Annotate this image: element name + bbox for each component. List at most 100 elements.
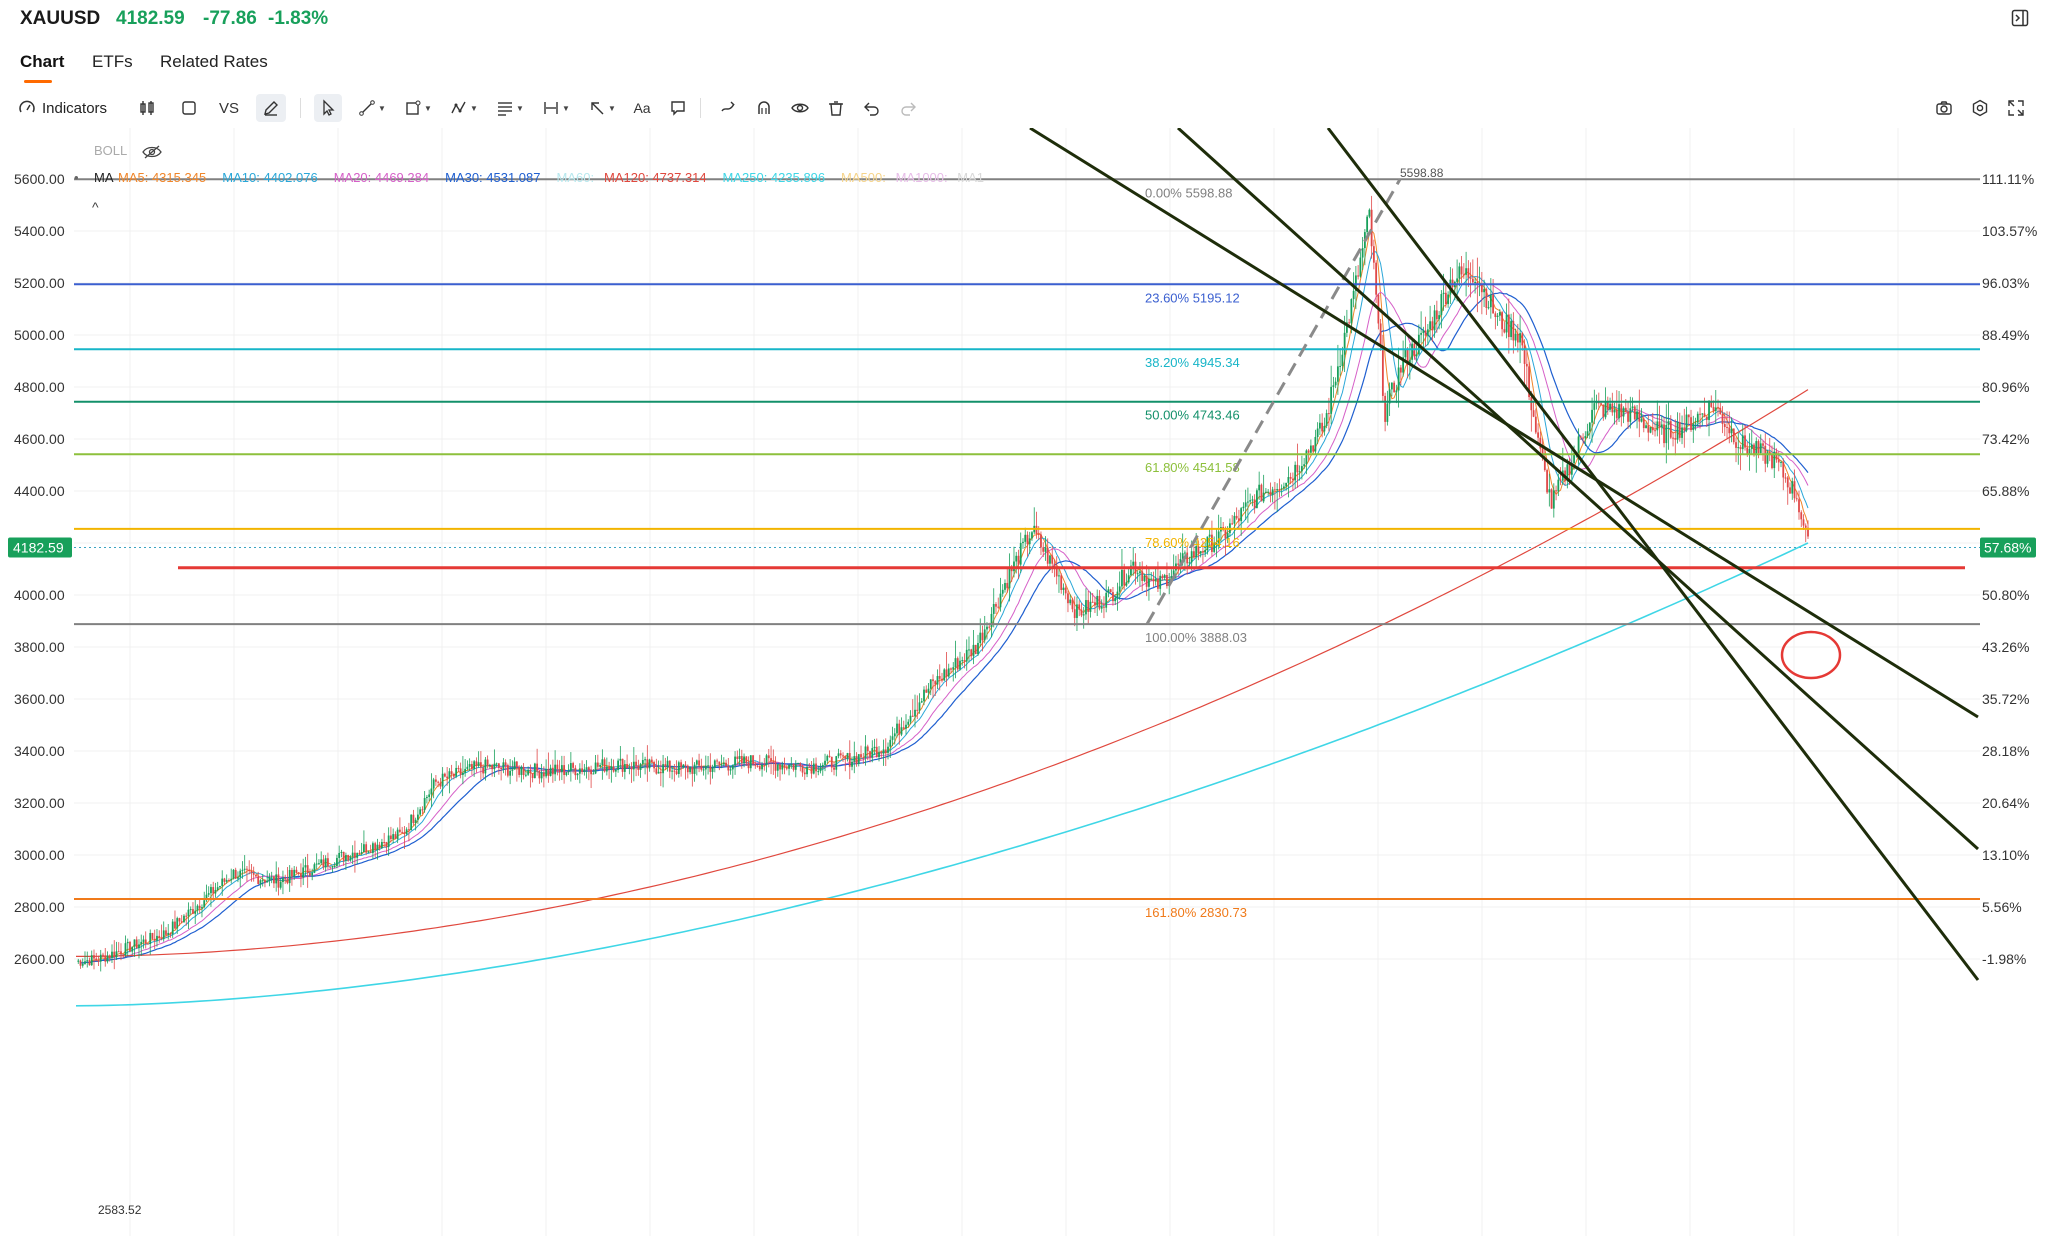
text-tool-icon[interactable]: Aa <box>633 100 651 116</box>
measure-tool-icon[interactable]: ▼ <box>544 102 570 114</box>
magnet-icon[interactable] <box>750 94 778 122</box>
candle-body <box>709 765 712 772</box>
camera-icon[interactable] <box>1930 94 1958 122</box>
candle-body <box>1746 447 1749 455</box>
current-price-tag <box>8 537 72 558</box>
collapse-panel-icon[interactable] <box>2010 8 2030 28</box>
candle-body <box>111 951 113 958</box>
candle-body <box>369 851 372 853</box>
comment-icon[interactable] <box>664 94 692 122</box>
tab-related-rates[interactable]: Related Rates <box>160 52 268 71</box>
price-chart[interactable]: 0.00% 5598.88 23.60% 5195.12 38.20% 4945.3… <box>0 128 2048 1236</box>
candle-body <box>405 829 408 835</box>
candle-body <box>311 872 314 876</box>
arrow-tool-icon[interactable]: ▼ <box>584 94 620 122</box>
compare-vs-button[interactable]: VS <box>218 99 239 117</box>
candle-body <box>1750 444 1753 449</box>
candle-body <box>1568 464 1571 475</box>
candle-body <box>1631 406 1634 409</box>
candle-body <box>1278 489 1281 491</box>
candle-body <box>203 900 206 908</box>
candle-body <box>1197 546 1200 554</box>
candle-body <box>1753 444 1755 456</box>
candle-body <box>1642 418 1645 429</box>
candle-body <box>531 773 534 779</box>
candle-body <box>1123 569 1126 586</box>
candle-body <box>693 764 696 774</box>
candle-body <box>446 776 449 779</box>
candle-body <box>1755 441 1758 456</box>
candle-body <box>756 765 759 767</box>
percent-axis-tick-label: 43.26% <box>1982 639 2029 655</box>
pattern-tool-icon[interactable]: ▼ <box>446 94 482 122</box>
indicators-button[interactable]: Indicators <box>18 94 118 122</box>
candle-body <box>345 855 347 861</box>
candle-body <box>601 759 604 765</box>
candle-body <box>1251 499 1254 501</box>
candle-body <box>1516 333 1519 343</box>
candle-body <box>284 878 287 880</box>
candle-body <box>1345 322 1348 333</box>
shape-tool-icon[interactable]: ▼ <box>400 94 436 122</box>
y-axis-tick-label: 4000.00 <box>14 587 65 603</box>
candle-body <box>846 753 849 759</box>
line-tool-icon[interactable]: ▼ <box>354 94 390 122</box>
candle-body <box>738 756 741 759</box>
candlestick-icon[interactable] <box>134 94 160 122</box>
percent-axis-tick-label: 5.56% <box>1982 899 2022 915</box>
candle-body <box>1395 390 1398 393</box>
candle-body <box>833 767 835 770</box>
candle-body <box>1487 307 1490 309</box>
candle-body <box>84 961 86 964</box>
candle-body <box>826 755 829 761</box>
y-axis-tick-label: 3600.00 <box>14 691 65 707</box>
candle-body <box>1780 462 1782 464</box>
redo-icon[interactable] <box>894 94 922 122</box>
candle-body <box>992 604 995 614</box>
candle-body <box>295 869 298 873</box>
candle-body <box>554 764 557 775</box>
candle-body <box>1582 437 1584 439</box>
candle-body <box>1462 274 1465 276</box>
tab-etfs[interactable]: ETFs <box>92 52 133 71</box>
candle-body <box>419 809 422 815</box>
pen-icon[interactable] <box>256 94 286 122</box>
candle-body <box>104 955 107 962</box>
eye-icon[interactable] <box>786 94 814 122</box>
brush-icon[interactable] <box>714 94 742 122</box>
settings-icon[interactable] <box>1966 94 1994 122</box>
cursor-icon[interactable] <box>314 94 342 122</box>
tab-chart[interactable]: Chart <box>20 52 65 71</box>
candle-body <box>549 767 552 776</box>
candle-body <box>556 764 559 770</box>
candle-body <box>95 958 98 961</box>
candle-body <box>819 767 822 772</box>
y-axis-tick-label: 5400.00 <box>14 223 65 239</box>
candle-body <box>1782 462 1785 478</box>
fullscreen-icon[interactable] <box>2002 94 2030 122</box>
candle-body <box>725 762 727 767</box>
undo-icon[interactable] <box>858 94 886 122</box>
candle-body <box>1552 490 1555 509</box>
candle-body <box>1105 592 1108 608</box>
candle-body <box>1730 428 1733 434</box>
eye-off-icon[interactable] <box>142 145 162 159</box>
candle-body <box>1766 452 1769 464</box>
candle-body <box>1420 333 1423 335</box>
trash-icon[interactable] <box>822 94 850 122</box>
candle-body <box>1375 262 1378 295</box>
fib-tool-icon[interactable]: ▼ <box>498 102 524 116</box>
candle-body <box>873 746 876 749</box>
candle-body <box>1498 312 1501 316</box>
candle-body <box>1537 432 1539 438</box>
candle-body <box>923 689 925 702</box>
square-icon[interactable] <box>176 94 202 122</box>
low-price-label: 2583.52 <box>98 1203 142 1217</box>
candle-body <box>1739 447 1742 450</box>
candle-body <box>677 762 680 774</box>
candle-body <box>201 907 203 909</box>
candle-body <box>1606 401 1609 410</box>
candle-body <box>248 869 251 872</box>
collapse-legend-icon[interactable]: ^ <box>92 199 99 215</box>
candle-body <box>686 765 689 773</box>
